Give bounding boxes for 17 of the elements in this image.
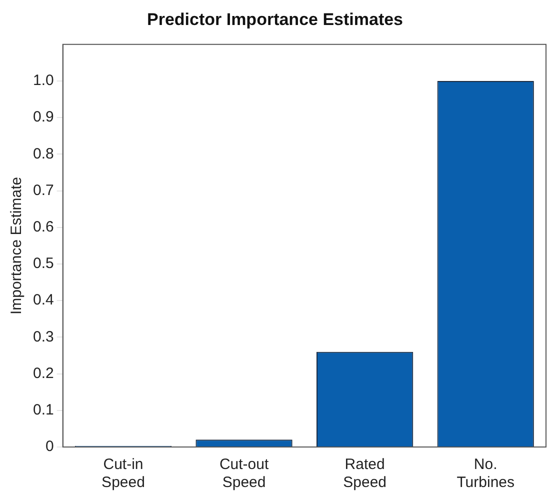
y-tick-label: 1.0 xyxy=(32,72,54,90)
y-tick-label: 0.5 xyxy=(32,255,54,272)
chart-title: Predictor Importance Estimates xyxy=(146,10,404,29)
y-tick-label: 0.8 xyxy=(32,145,54,162)
x-tick-label: Cut-in Speed xyxy=(102,456,145,492)
y-tick-label: 0.7 xyxy=(32,182,54,199)
y-tick-label: 0.3 xyxy=(32,328,54,346)
x-tick-label: Cut-out Speed xyxy=(219,456,270,492)
y-tick-label: 0.6 xyxy=(32,218,54,236)
y-tick-label: 0.9 xyxy=(32,108,54,126)
x-tick-label: No. Turbines xyxy=(456,456,515,492)
y-axis-title: Importance Estimate xyxy=(8,176,26,314)
y-tick-label: 0.1 xyxy=(32,402,54,419)
y-tick-label: 0.4 xyxy=(32,292,54,309)
y-tick-label: 0 xyxy=(46,438,54,456)
y-tick-label: 0.2 xyxy=(32,364,54,382)
x-tick-label: Rated Speed xyxy=(343,456,387,492)
